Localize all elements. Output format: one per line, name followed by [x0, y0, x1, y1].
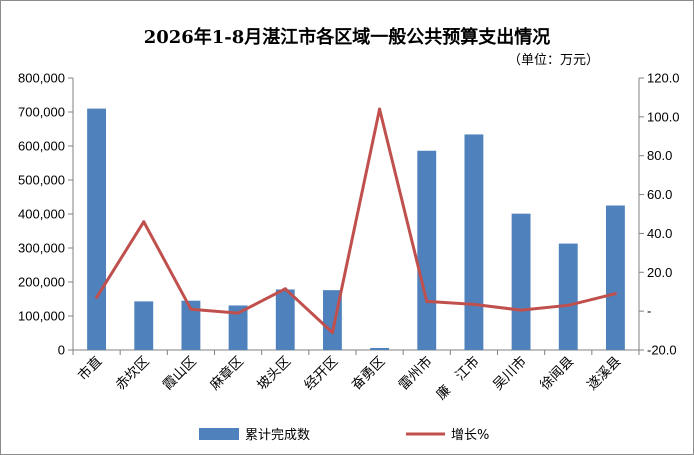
growth-point-8 — [472, 302, 476, 306]
y-left-tick-label: 400,000 — [18, 207, 65, 222]
legend-label-line: 增长% — [451, 428, 489, 443]
category-label: 徐闻县 — [537, 354, 577, 394]
y-left-tick-label: 300,000 — [18, 241, 65, 256]
y-right-tick-label: -20.0 — [647, 343, 677, 358]
y-right-tick-label: - — [647, 304, 651, 319]
bar-10 — [558, 243, 578, 350]
category-label: 遂溪县 — [584, 354, 624, 394]
legend-label-bar: 累计完成数 — [245, 428, 310, 443]
y-left-tick-label: 500,000 — [18, 173, 65, 188]
category-label: 麻章区 — [206, 353, 247, 394]
y-right-tick-label: 80.0 — [647, 148, 672, 163]
category-label: 奋勇区 — [348, 354, 388, 394]
y-left-tick-label: 0 — [58, 343, 65, 358]
category-label: 廉 江市 — [433, 353, 483, 403]
bar-4 — [275, 289, 295, 350]
bar-2 — [181, 300, 201, 350]
bar-1 — [134, 301, 154, 350]
y-left-tick-label: 700,000 — [18, 105, 65, 120]
growth-line — [95, 107, 616, 335]
growth-point-3 — [236, 311, 240, 315]
growth-point-4 — [283, 287, 287, 291]
category-label: 吴川市 — [489, 353, 530, 394]
category-label: 经开区 — [301, 354, 341, 394]
bar-7 — [417, 150, 437, 350]
growth-point-7 — [425, 299, 429, 303]
growth-point-10 — [566, 303, 570, 307]
category-label: 赤坎区 — [113, 354, 153, 394]
growth-point-5 — [330, 331, 334, 335]
y-right-tick-label: 40.0 — [647, 226, 672, 241]
y-right-tick-label: 120.0 — [647, 71, 680, 86]
bar-8 — [464, 134, 484, 350]
y-left-tick-label: 200,000 — [18, 275, 65, 290]
y-left-tick-label: 800,000 — [18, 71, 65, 86]
plot-area: 0 100,000 200,000 300,000 400,000 500,000 600,… — [18, 71, 680, 404]
category-label: 霞山区 — [160, 354, 200, 394]
growth-point-6 — [378, 107, 382, 111]
bar-9 — [511, 213, 531, 350]
growth-point-9 — [519, 308, 523, 312]
growth-point-11 — [613, 292, 617, 296]
y-right-tick-label: 100.0 — [647, 109, 680, 124]
category-label: 坡头区 — [254, 354, 294, 394]
legend-swatch-bar — [199, 428, 239, 440]
category-label: 雷州市 — [395, 353, 436, 394]
growth-point-0 — [95, 296, 99, 300]
y-right-tick-label: 20.0 — [647, 265, 672, 280]
chart-title: 2026年1-8月湛江市各区域一般公共预算支出情况 — [144, 26, 551, 48]
growth-point-2 — [189, 307, 193, 311]
y-left-tick-label: 600,000 — [18, 139, 65, 154]
legend: 累计完成数 增长% — [199, 428, 489, 443]
growth-point-1 — [142, 220, 146, 224]
category-label: 市直 — [74, 353, 105, 384]
bar-11 — [605, 205, 625, 350]
bar-3 — [228, 305, 248, 350]
unit-note: （单位：万元） — [508, 53, 599, 68]
bar-6 — [370, 347, 390, 350]
y-right-tick-label: 60.0 — [647, 187, 672, 202]
bar-0 — [87, 108, 107, 350]
y-left-tick-label: 100,000 — [18, 309, 65, 324]
